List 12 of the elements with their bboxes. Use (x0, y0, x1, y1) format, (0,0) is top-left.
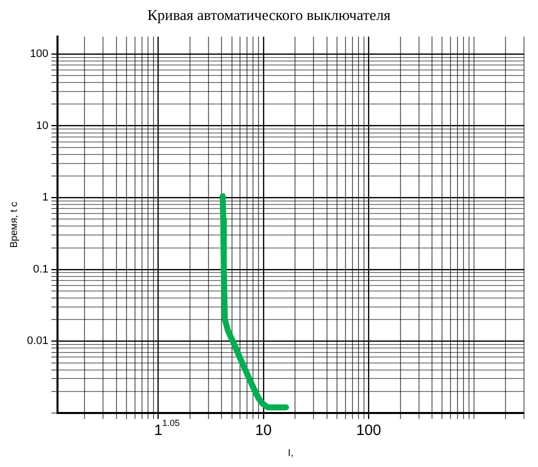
y-tick-label: 1 (42, 192, 48, 204)
x-tick-label: 100 (356, 422, 382, 440)
x-axis-title: I, (288, 448, 294, 459)
text: 1.05 (162, 418, 180, 428)
y-tick-label: 0.01 (26, 335, 48, 348)
chart-title: Кривая автоматического выключателя (146, 8, 392, 25)
x-tick-label: 1 (154, 422, 162, 440)
y-tick-label: 10 (36, 120, 48, 132)
x-tick-label: 10 (255, 422, 272, 440)
y-tick-label: 100 (30, 48, 48, 60)
y-axis-title: Время, t с (8, 202, 20, 248)
y-tick-label: 0.1 (33, 263, 48, 276)
